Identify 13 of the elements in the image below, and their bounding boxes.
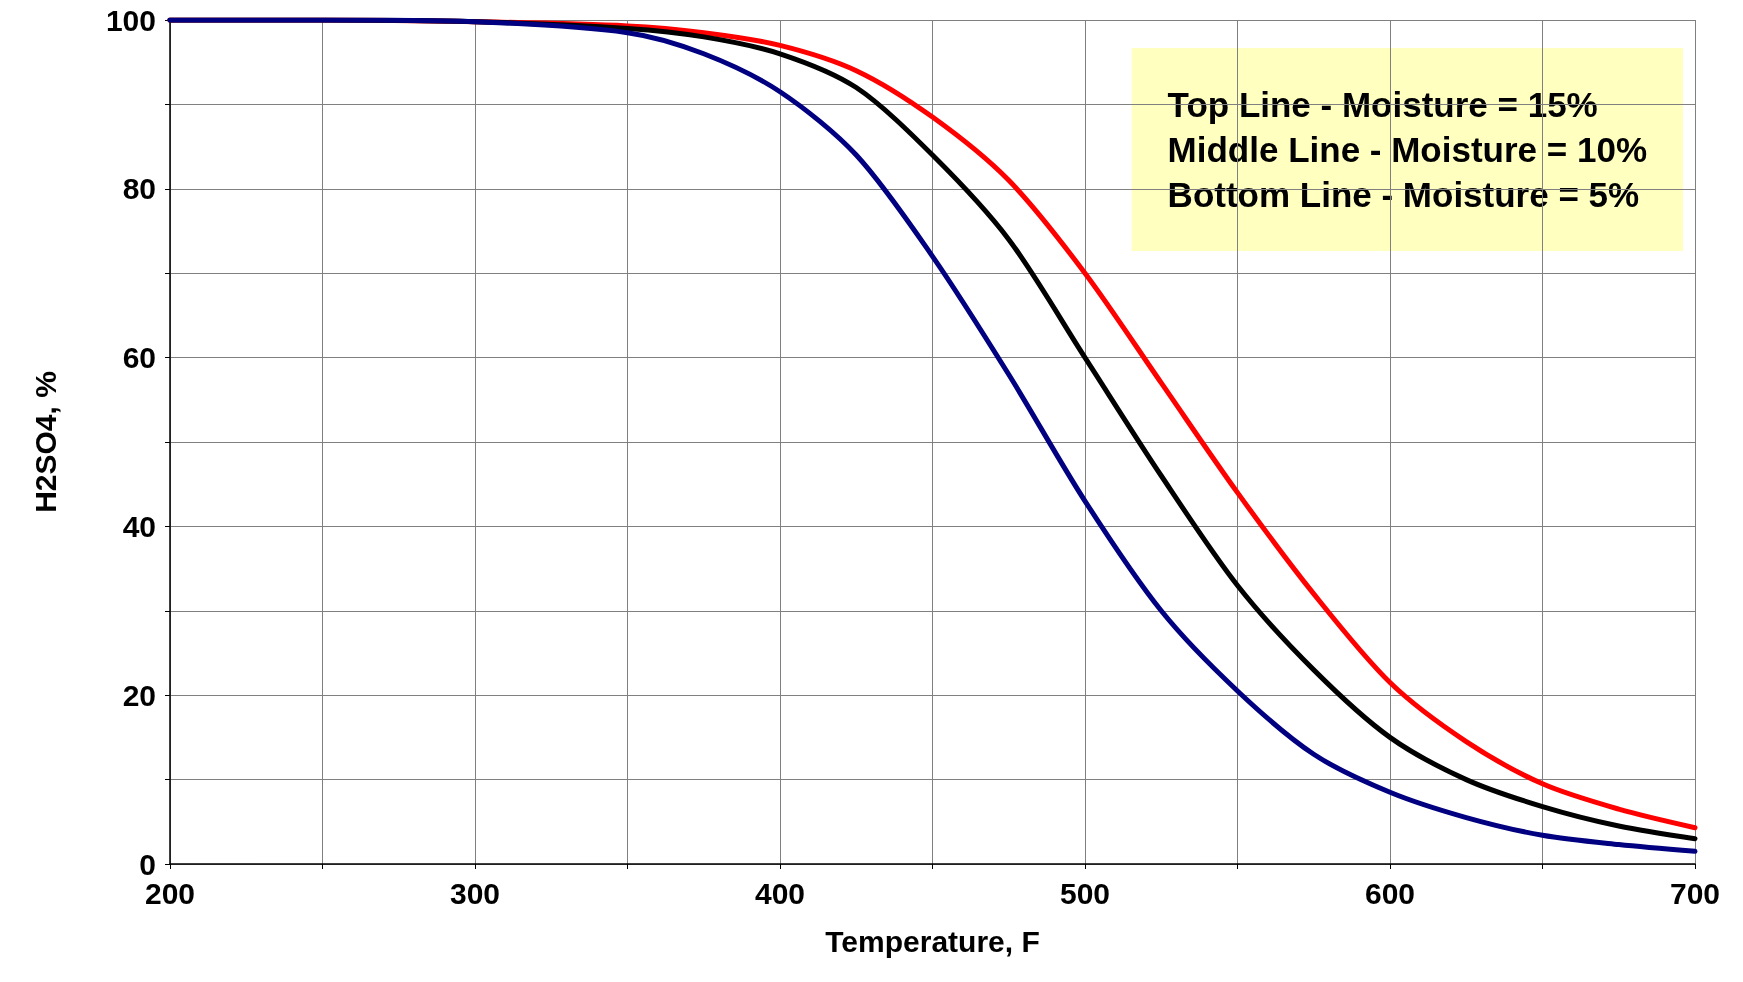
x-tick-label: 300 <box>449 876 501 910</box>
x-tick-label: 500 <box>1059 876 1111 910</box>
x-tick-label: 600 <box>1364 876 1416 910</box>
y-axis-title: H2SO4, % <box>28 371 62 513</box>
y-tick-label: 60 <box>122 341 156 375</box>
y-tick-label: 80 <box>122 172 156 206</box>
y-tick-label: 100 <box>105 3 156 37</box>
annotation: Middle Line - Moisture = 10% <box>1167 130 1647 169</box>
x-tick-label: 700 <box>1669 876 1721 910</box>
x-axis-title: Temperature, F <box>825 924 1040 958</box>
y-tick-label: 40 <box>122 509 156 543</box>
x-tick-label: 400 <box>754 876 806 910</box>
y-tick-label: 20 <box>122 678 156 712</box>
